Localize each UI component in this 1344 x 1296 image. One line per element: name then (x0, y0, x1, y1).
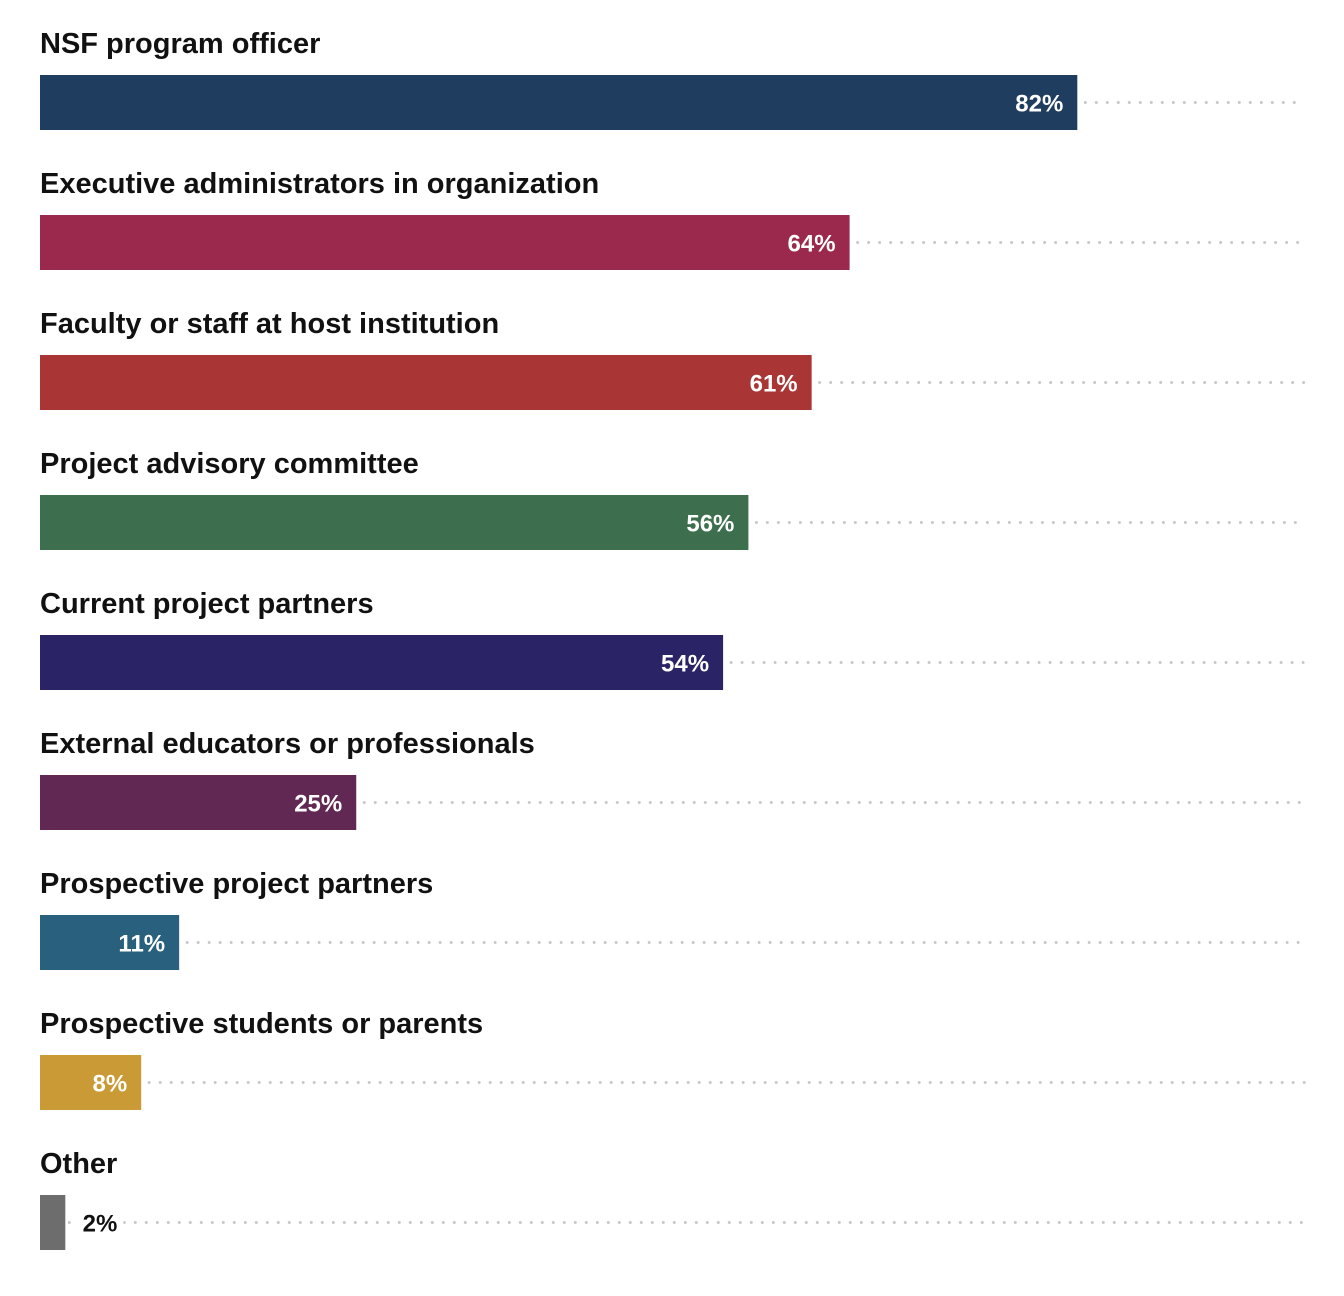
value-label: 56% (686, 511, 734, 538)
bar (40, 775, 357, 830)
value-label: 54% (661, 651, 709, 678)
bar-group: Prospective students or parents 8% (40, 1008, 1307, 1110)
bar-group: Current project partners 54% (40, 588, 1307, 690)
category-label: NSF program officer (40, 28, 320, 60)
value-label-bg (75, 1206, 124, 1239)
bar (40, 1195, 66, 1250)
value-label: 61% (750, 371, 798, 398)
value-label: 8% (93, 1071, 128, 1098)
bar-group: Other 2% (40, 1148, 1307, 1250)
bar (40, 355, 812, 410)
value-label: 25% (294, 791, 342, 818)
category-label: Prospective project partners (40, 868, 433, 900)
bar-group: External educators or professionals 25% (40, 728, 1307, 830)
bar (40, 75, 1078, 130)
category-label: Current project partners (40, 588, 374, 620)
bar-group: Prospective project partners 11% (40, 868, 1307, 970)
category-label: Prospective students or parents (40, 1008, 483, 1040)
value-label: 2% (83, 1211, 118, 1238)
value-label: 82% (1015, 91, 1063, 118)
value-label: 11% (118, 931, 165, 958)
bar (40, 915, 180, 970)
category-label: Executive administrators in organization (40, 168, 599, 200)
category-label: Project advisory committee (40, 448, 419, 480)
bar (40, 215, 850, 270)
category-label: External educators or professionals (40, 728, 535, 760)
category-label: Other (40, 1148, 117, 1180)
bar-group: Executive administrators in organization… (40, 168, 1307, 270)
bar-group: NSF program officer 82% (40, 28, 1307, 130)
bar-group: Project advisory committee 56% (40, 448, 1307, 550)
bar (40, 495, 749, 550)
value-label: 64% (788, 231, 836, 258)
bar (40, 1055, 142, 1110)
bar (40, 635, 724, 690)
category-label: Faculty or staff at host institution (40, 308, 499, 340)
bar-group: Faculty or staff at host institution 61% (40, 308, 1307, 410)
